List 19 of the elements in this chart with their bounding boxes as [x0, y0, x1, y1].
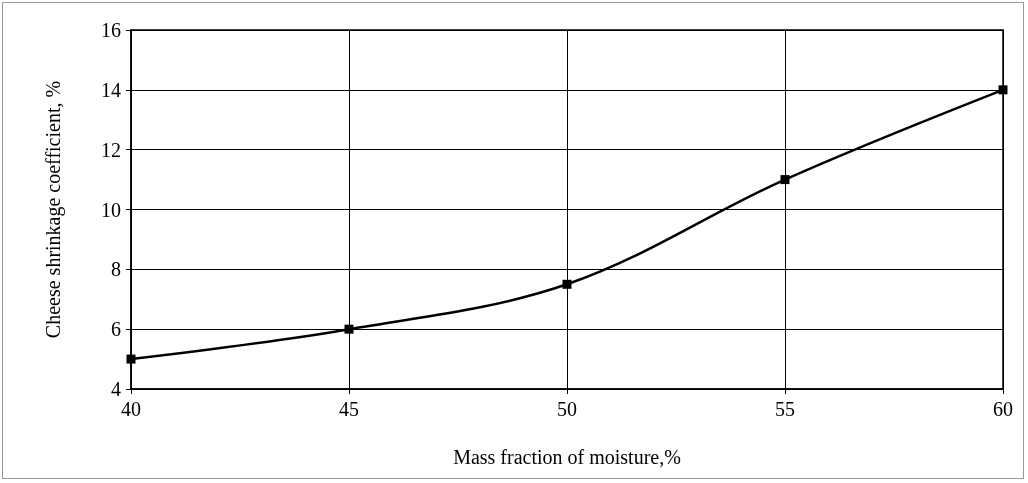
- point: [780, 175, 790, 185]
- y-tick-label: 14: [101, 78, 121, 101]
- y-tick-label: 10: [101, 198, 121, 221]
- point: [562, 279, 572, 289]
- x-tick-label: 60: [993, 398, 1013, 420]
- point: [998, 85, 1008, 95]
- x-tick-label: 45: [339, 398, 359, 420]
- x-tick-label: 55: [775, 398, 795, 420]
- x-tick-label: 50: [557, 398, 577, 420]
- y-tick-label: 6: [111, 318, 121, 341]
- point: [344, 324, 354, 334]
- y-tick-label: 16: [101, 19, 121, 41]
- point: [126, 354, 136, 364]
- y-tick-label: 8: [111, 258, 121, 281]
- y-tick-label: 4: [111, 378, 121, 400]
- x-tick-label: 40: [121, 398, 141, 420]
- y-axis-title: Cheese shrinkage coefficient, %: [42, 80, 65, 339]
- x-axis-title: Mass fraction of moisture,%: [453, 446, 681, 468]
- y-tick-label: 12: [101, 138, 121, 161]
